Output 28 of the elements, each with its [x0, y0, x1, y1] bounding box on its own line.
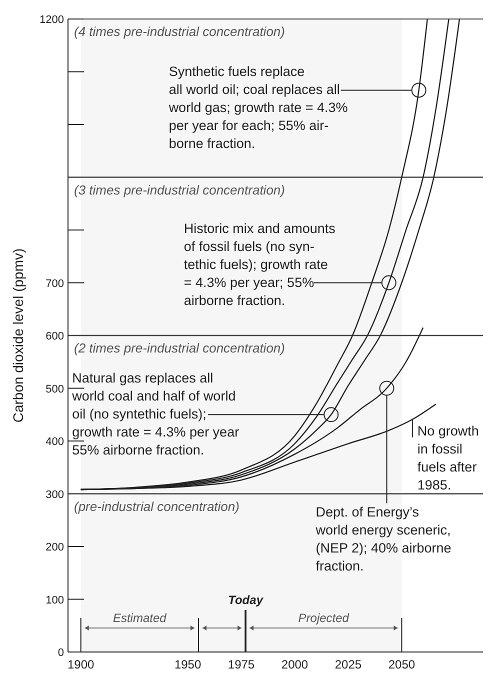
x-tick-label: 1975 — [228, 658, 255, 672]
x-tick-label: 2000 — [281, 658, 308, 672]
x-tick-label: 1950 — [174, 658, 202, 672]
band-label: Estimated — [112, 611, 167, 625]
ref-line-label: Today — [228, 593, 264, 607]
y-tick-label: 0 — [58, 647, 64, 659]
y-axis-title: Carbon dioxide level (ppmv) — [10, 248, 26, 423]
annotation: (4 times pre-industrial concentration) — [74, 24, 285, 39]
y-tick-label: 1200 — [40, 14, 64, 26]
y-tick-label: 400 — [46, 436, 64, 448]
annotation: No growth in fossil fuels after 1985. — [417, 423, 479, 492]
y-tick-label: 700 — [46, 278, 64, 290]
annotation: Synthetic fuels replace all world oil; coal replaces all world gas; growth rate = 4.3% per year for each; 55% air- borne fraction. — [168, 64, 348, 152]
y-tick-label: 100 — [46, 594, 64, 606]
x-tick-label: 2025 — [334, 658, 362, 672]
y-tick-label: 600 — [46, 330, 64, 342]
annotation: Natural gas replaces all world coal and half of world oil (no syntethic fuels); growth rate = 4.3% per year 55% airborne fraction. — [71, 370, 240, 458]
band-label: Projected — [298, 611, 350, 625]
ref-line-label: (pre-industrial concentration) — [74, 498, 240, 514]
annotation: Historic mix and amounts of fossil fuels (no syn- tethic fuels); growth rate = 4.3% per year; 55% airborne fraction. — [184, 220, 336, 308]
annotation: Dept. of Energy’s world energy sceneric, (NEP 2); 40% airborne fraction. — [314, 504, 452, 574]
ref-line-label: (2 times pre-industrial concentration) — [74, 340, 285, 356]
y-tick-label: 300 — [46, 488, 64, 501]
y-tick-label: 500 — [46, 383, 64, 396]
x-tick-label: 1900 — [67, 658, 95, 672]
ref-line-label: (3 times pre-industrial concentration) — [74, 182, 285, 198]
x-tick-label: 2050 — [388, 658, 416, 672]
y-tick-label: 200 — [46, 542, 64, 554]
